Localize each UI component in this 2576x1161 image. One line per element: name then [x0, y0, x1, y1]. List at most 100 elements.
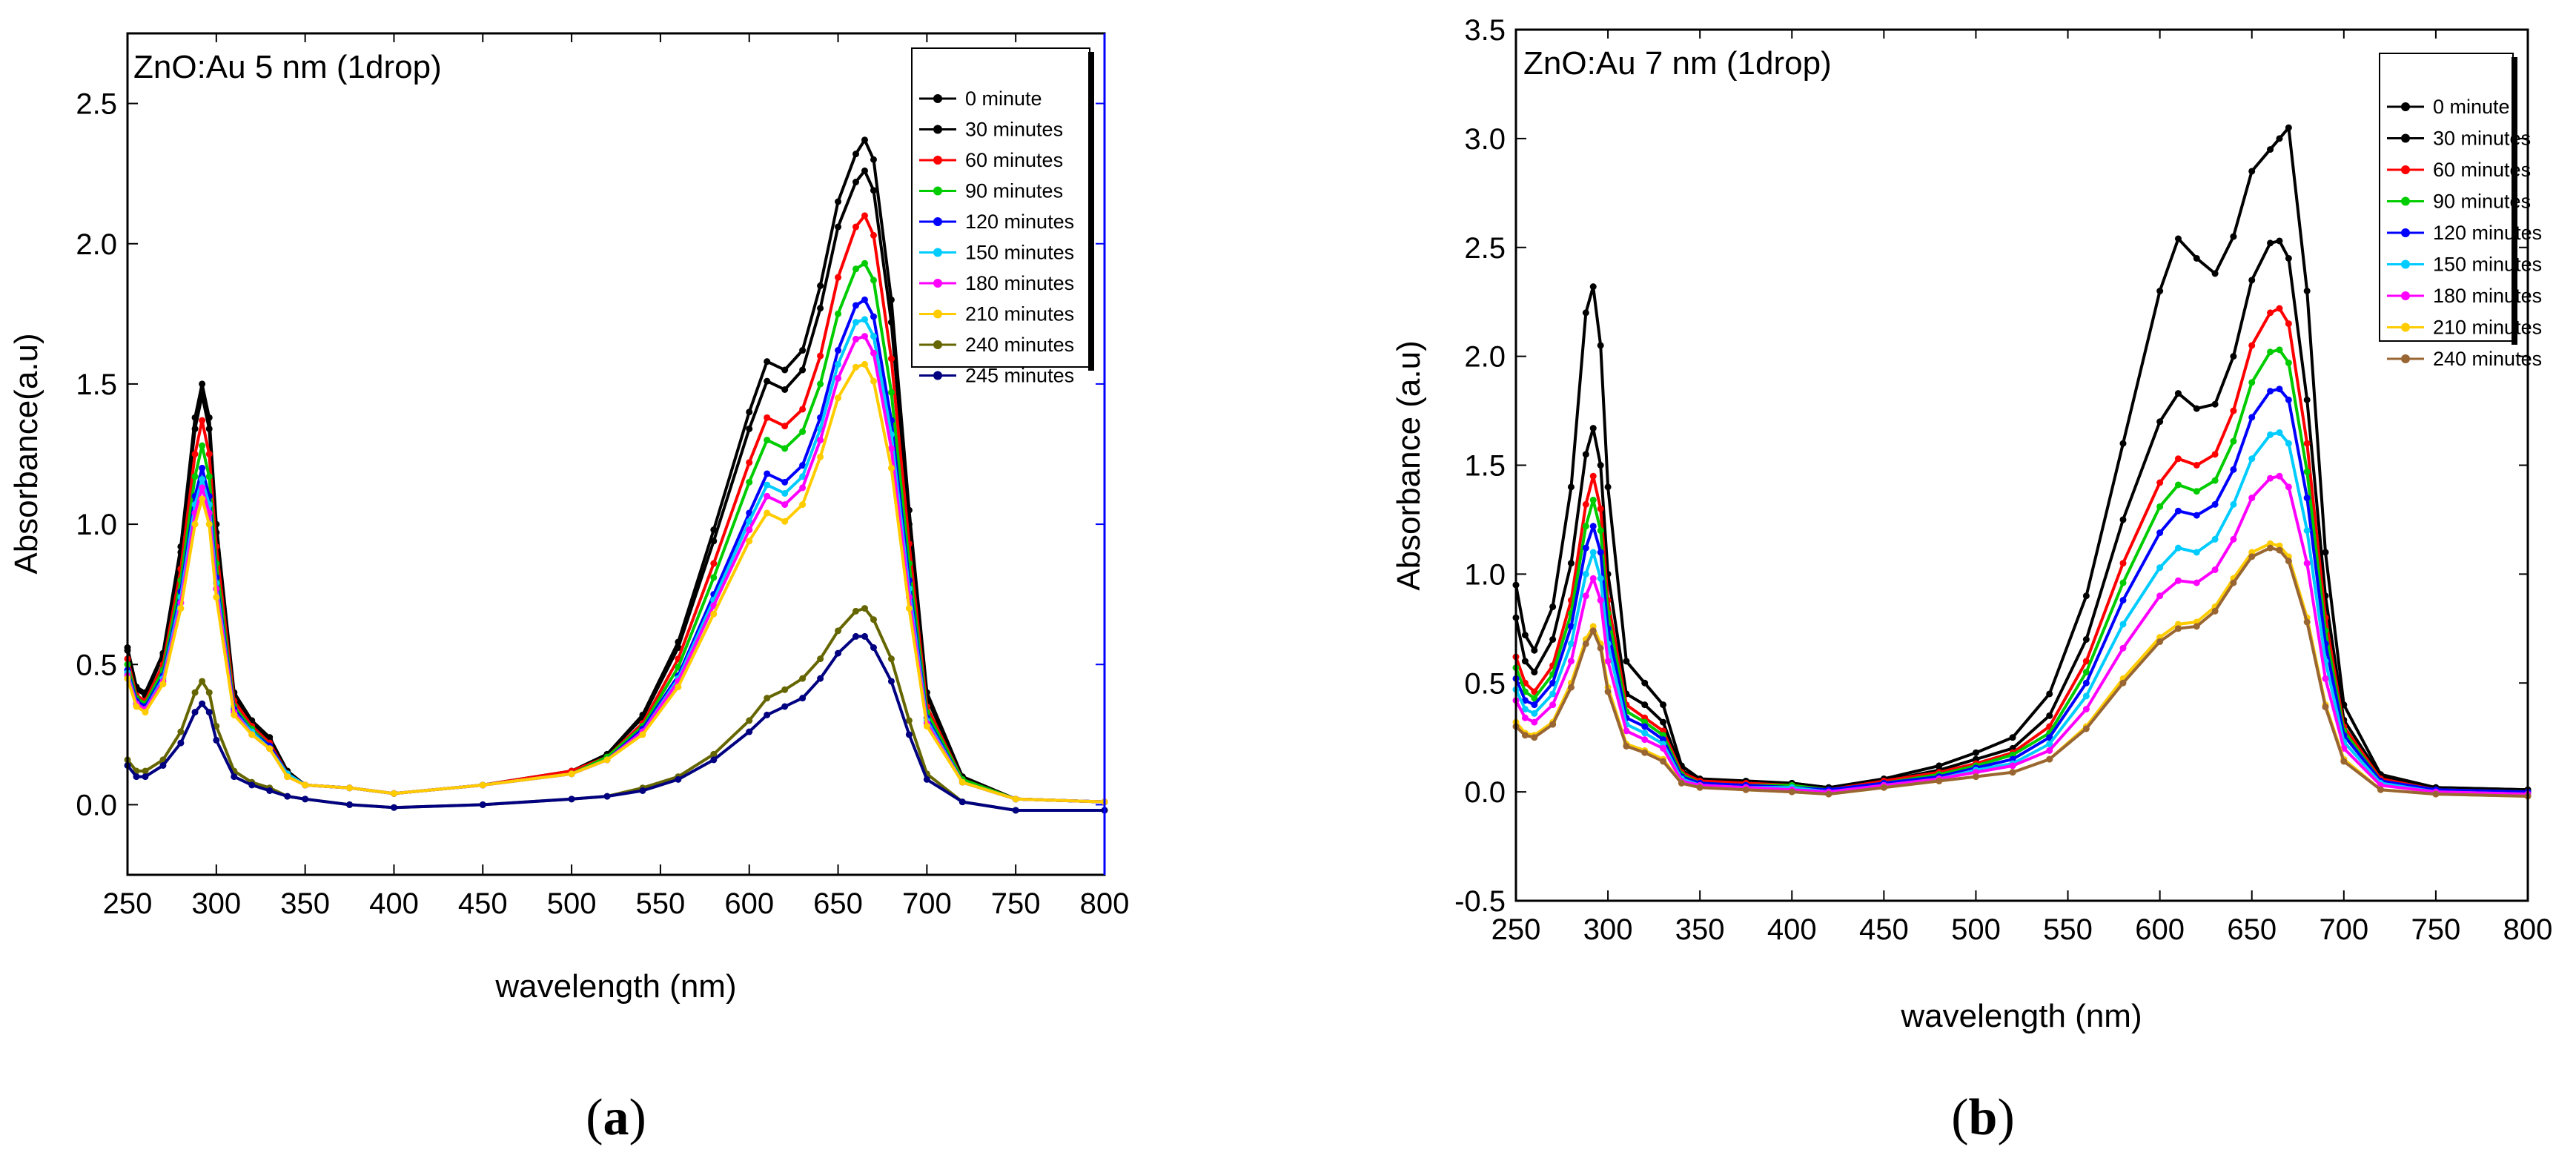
panel-b-legend-marker — [2401, 196, 2410, 206]
panel-b-x-tick-label: 250 — [1491, 913, 1541, 946]
panel-b-legend-label: 150 minutes — [2433, 254, 2542, 276]
panel-b-legend-marker — [2401, 133, 2410, 143]
panel-b-data-point — [2303, 618, 2311, 626]
panel-a-data-point — [568, 770, 575, 778]
panel-b-y-tick-label: 1.5 — [1464, 450, 1506, 483]
panel-b-legend-marker — [2401, 259, 2410, 269]
panel-b-data-point — [1531, 646, 1538, 654]
panel-b-data-point — [2267, 388, 2274, 395]
panel-a-data-point — [852, 265, 860, 273]
panel-b-data-point — [2082, 636, 2090, 643]
panel-a-data-point — [746, 717, 753, 724]
panel-a-data-point — [887, 678, 895, 685]
panel-a-data-point — [191, 689, 199, 696]
panel-a-data-point — [799, 501, 807, 509]
panel-a-data-point — [870, 377, 877, 385]
panel-a-data-point — [479, 781, 486, 789]
panel-b-data-point — [2230, 500, 2237, 508]
panel-b-y-label: Absorbance (a.u) — [1391, 340, 1427, 591]
panel-a-data-point — [191, 473, 199, 480]
panel-a-x-tick-label: 800 — [1080, 887, 1130, 920]
panel-b-data-point — [2046, 747, 2053, 754]
panel-a-data-point — [764, 470, 771, 477]
panel-b-data-point — [2211, 500, 2219, 508]
panel-a-data-point — [710, 750, 718, 758]
panel-a-data-point — [710, 574, 718, 581]
panel-a-data-point — [852, 319, 860, 326]
panel-a-y-tick-label: 2.0 — [76, 228, 117, 261]
panel-b-data-point — [2174, 481, 2182, 489]
panel-b-data-point — [2248, 379, 2256, 386]
panel-b-data-point — [1678, 779, 1685, 787]
panel-a-series-line — [126, 334, 1105, 804]
panel-a-series-line — [126, 317, 1105, 804]
panel-b-data-point — [1597, 342, 1604, 349]
panel-a-legend-item: 120 minutes — [919, 211, 1074, 233]
panel-b-data-point — [1660, 718, 1667, 726]
panel-a-data-point — [817, 282, 824, 289]
panel-b-data-point — [1531, 701, 1538, 709]
panel-b-legend-item: 210 minutes — [2387, 317, 2542, 339]
panel-b-data-point — [2156, 529, 2164, 537]
panel-a-series-210-minutes — [124, 360, 1108, 806]
panel-b-data-point — [2174, 577, 2182, 584]
panel-a-data-point — [142, 709, 149, 716]
panel-a-data-point — [799, 406, 807, 413]
panel-b-data-point — [1531, 669, 1538, 676]
panel-a-data-point — [852, 179, 860, 186]
panel-b-data-point — [2119, 579, 2127, 586]
panel-b-data-point — [2211, 566, 2219, 573]
panel-a-data-point — [781, 366, 789, 374]
panel-b-data-point — [2082, 592, 2090, 600]
panel-b-data-point — [1531, 734, 1538, 741]
panel-a-data-point — [266, 787, 274, 794]
panel-b-data-point — [2340, 758, 2348, 765]
panel-a-data-point — [905, 731, 913, 738]
panel-b-data-point — [1549, 701, 1557, 709]
panel-b-data-point — [2285, 396, 2292, 403]
panel-b-data-point — [1521, 697, 1529, 704]
panel-b-data-point — [2174, 390, 2182, 397]
panel-a-data-point — [199, 484, 206, 492]
panel-a-data-point — [191, 520, 199, 528]
panel-a-legend-label: 240 minutes — [965, 334, 1074, 356]
panel-a-x-tick-label: 250 — [103, 887, 153, 920]
panel-a-data-point — [746, 478, 753, 486]
panel-b-data-point — [2009, 769, 2016, 776]
panel-b-legend-label: 180 minutes — [2433, 285, 2542, 307]
panel-a-data-point — [199, 476, 206, 483]
panel-a-data-point — [861, 632, 868, 640]
panel-a-data-point — [231, 773, 238, 781]
panel-a-data-point — [199, 495, 206, 503]
panel-b-data-point — [2276, 472, 2283, 480]
panel-a-data-point — [199, 678, 206, 685]
panel-a-data-point — [231, 711, 238, 718]
panel-a-data-point — [835, 360, 842, 368]
panel-b-data-point — [2082, 692, 2090, 700]
panel-a-y-tick-label: 2.5 — [76, 88, 117, 121]
panel-a-x-tick-label: 500 — [547, 887, 597, 920]
panel-b-data-point — [2322, 549, 2329, 556]
panel-a-data-point — [205, 473, 213, 480]
panel-a-legend-marker — [933, 156, 942, 165]
panel-a-data-point — [764, 711, 771, 718]
panel-a-legend-item: 150 minutes — [919, 242, 1074, 264]
panel-b-data-point — [2267, 146, 2274, 153]
panel-b-data-point — [2119, 679, 2127, 687]
panel-a-data-point — [799, 366, 807, 374]
panel-a-data-point — [817, 437, 824, 444]
panel-b-data-point — [2211, 400, 2219, 408]
panel-b: 250 300 350 400 450 500 550 600 650 700 750 800 -0.… — [1391, 14, 2552, 1146]
panel-a-data-point — [861, 360, 868, 368]
panel-a-data-point — [159, 761, 167, 769]
panel-b-data-point — [1936, 777, 1943, 784]
panel-b-data-point — [2046, 712, 2053, 719]
panel-a-data-point — [870, 313, 877, 320]
panel-b-data-point — [2193, 579, 2200, 586]
panel-b-x-tick-label: 500 — [1951, 913, 2001, 946]
panel-a-data-point — [781, 386, 789, 393]
panel-a-x-tick-label: 650 — [813, 887, 863, 920]
panel-b-legend-marker — [2401, 228, 2410, 237]
panel-b-data-point — [1660, 744, 1667, 752]
panel-b-data-point — [2082, 706, 2090, 712]
